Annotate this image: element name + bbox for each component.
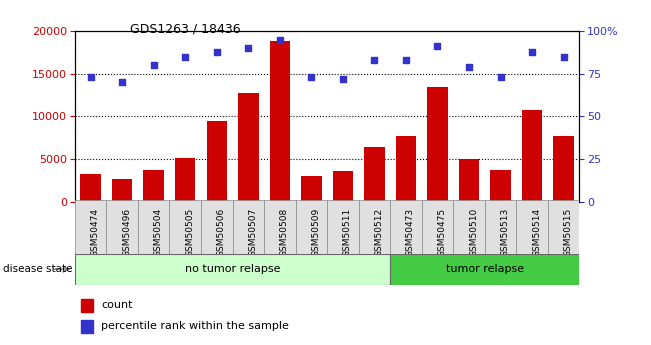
Bar [175, 158, 195, 202]
Bar [138, 200, 169, 254]
Text: percentile rank within the sample: percentile rank within the sample [101, 321, 289, 331]
Point [212, 49, 222, 54]
Text: GSM50474: GSM50474 [90, 208, 100, 257]
Text: GSM50508: GSM50508 [280, 208, 289, 257]
Bar [80, 174, 101, 202]
Text: GSM50509: GSM50509 [311, 208, 320, 257]
Point [306, 75, 316, 80]
Text: GSM50514: GSM50514 [532, 208, 541, 257]
Text: GSM50513: GSM50513 [501, 208, 510, 257]
Point [275, 37, 285, 42]
Point [464, 64, 474, 70]
Point [559, 54, 569, 59]
Text: GSM50512: GSM50512 [374, 208, 383, 257]
Bar [201, 200, 232, 254]
Bar [459, 159, 479, 202]
Text: no tumor relapse: no tumor relapse [185, 264, 281, 274]
Bar [390, 200, 422, 254]
Bar [427, 87, 448, 202]
Point [85, 75, 96, 80]
Point [495, 75, 506, 80]
Bar [169, 200, 201, 254]
Bar [301, 176, 322, 202]
Bar [485, 200, 516, 254]
Text: GSM50507: GSM50507 [248, 208, 257, 257]
Bar [453, 200, 485, 254]
Bar [75, 254, 390, 285]
Text: GSM50505: GSM50505 [186, 208, 194, 257]
Text: tumor relapse: tumor relapse [446, 264, 524, 274]
Bar [232, 200, 264, 254]
Point [432, 44, 443, 49]
Text: count: count [101, 300, 132, 310]
Bar [516, 200, 548, 254]
Point [180, 54, 191, 59]
Bar [238, 92, 258, 202]
Bar [75, 200, 106, 254]
Text: GSM50510: GSM50510 [469, 208, 478, 257]
Bar [548, 200, 579, 254]
Bar [327, 200, 359, 254]
Point [148, 62, 159, 68]
Bar [396, 136, 416, 202]
Bar [422, 200, 453, 254]
Bar [264, 200, 296, 254]
Text: GSM50473: GSM50473 [406, 208, 415, 257]
Bar [490, 170, 511, 202]
Point [117, 80, 128, 85]
Bar [522, 110, 542, 202]
Bar [206, 121, 227, 202]
Bar [553, 136, 574, 202]
Point [401, 57, 411, 63]
Text: GSM50511: GSM50511 [343, 208, 352, 257]
Point [369, 57, 380, 63]
Bar [143, 170, 164, 202]
Text: disease state: disease state [3, 264, 73, 274]
Bar [333, 171, 353, 202]
Text: GDS1263 / 18436: GDS1263 / 18436 [130, 22, 241, 36]
Bar [112, 179, 132, 202]
Text: GSM50475: GSM50475 [437, 208, 447, 257]
Bar [390, 254, 579, 285]
Bar [270, 41, 290, 202]
Text: GSM50496: GSM50496 [122, 208, 131, 257]
Text: GSM50515: GSM50515 [564, 208, 573, 257]
Bar [364, 147, 385, 202]
Bar [359, 200, 390, 254]
Point [338, 76, 348, 82]
Point [243, 45, 253, 51]
Text: GSM50504: GSM50504 [154, 208, 163, 257]
Bar [296, 200, 327, 254]
Point [527, 49, 537, 54]
Text: GSM50506: GSM50506 [217, 208, 226, 257]
Bar [106, 200, 138, 254]
